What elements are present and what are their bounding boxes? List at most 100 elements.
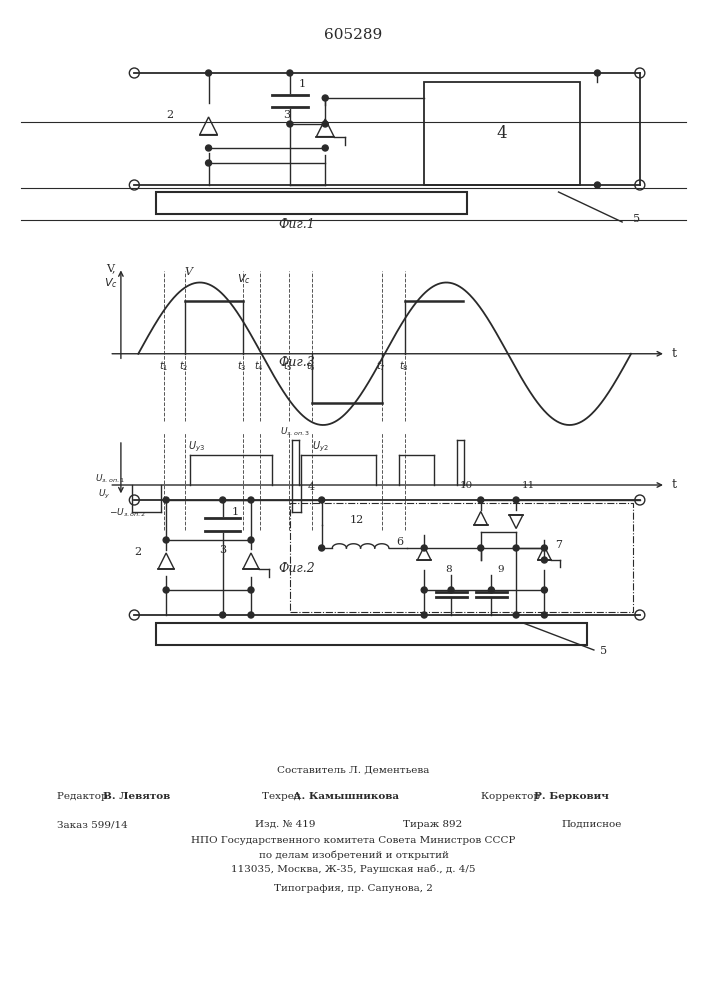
Circle shape	[542, 612, 547, 618]
Bar	[290, 503, 633, 612]
Text: 4: 4	[496, 125, 508, 142]
Text: V,: V,	[106, 263, 116, 273]
Polygon shape	[509, 515, 523, 528]
Text: 10: 10	[460, 481, 473, 490]
Text: $t_6$: $t_6$	[306, 359, 316, 373]
Circle shape	[542, 545, 547, 551]
Circle shape	[513, 612, 519, 618]
Circle shape	[489, 587, 494, 593]
Text: 1: 1	[231, 507, 238, 517]
Text: 3: 3	[219, 545, 226, 555]
Circle shape	[163, 587, 169, 593]
Text: Тираж 892: Тираж 892	[403, 820, 462, 829]
Circle shape	[542, 587, 547, 593]
Text: $V_c$: $V_c$	[237, 272, 250, 286]
Text: $t_1$: $t_1$	[158, 359, 168, 373]
Text: по делам изобретений и открытий: по делам изобретений и открытий	[259, 850, 448, 859]
Circle shape	[421, 545, 427, 551]
Circle shape	[421, 587, 427, 593]
Text: 5: 5	[633, 214, 640, 224]
Text: Подписное: Подписное	[562, 820, 622, 829]
Text: НПО Государственного комитета Совета Министров СССР: НПО Государственного комитета Совета Мин…	[192, 836, 515, 845]
Text: Изд. № 419: Изд. № 419	[255, 820, 315, 829]
Text: 2: 2	[166, 110, 173, 120]
Text: Составитель Л. Дементьева: Составитель Л. Дементьева	[277, 766, 430, 775]
Text: В. Левятов: В. Левятов	[103, 792, 170, 801]
Bar	[424, 82, 580, 185]
Circle shape	[206, 160, 211, 166]
Text: $-U_{з.оп.2}$: $-U_{з.оп.2}$	[110, 507, 146, 519]
Circle shape	[248, 587, 254, 593]
Text: А. Камышникова: А. Камышникова	[293, 792, 399, 801]
Circle shape	[319, 545, 325, 551]
Text: 12: 12	[350, 515, 364, 525]
Text: Фиг.3: Фиг.3	[279, 356, 315, 369]
Circle shape	[206, 145, 211, 151]
Circle shape	[322, 121, 328, 127]
Bar	[156, 623, 587, 645]
Circle shape	[478, 545, 484, 551]
Text: 9: 9	[497, 565, 503, 574]
Polygon shape	[243, 553, 259, 569]
Circle shape	[220, 497, 226, 503]
Polygon shape	[200, 117, 217, 135]
Circle shape	[248, 612, 254, 618]
Text: 4: 4	[308, 482, 315, 492]
Text: $U_{y3}$: $U_{y3}$	[187, 440, 204, 454]
Text: Заказ 599/14: Заказ 599/14	[57, 820, 127, 829]
Circle shape	[322, 145, 328, 151]
Circle shape	[322, 95, 328, 101]
Text: 5: 5	[600, 646, 607, 656]
Text: 2: 2	[134, 547, 141, 557]
Circle shape	[448, 587, 454, 593]
Polygon shape	[158, 553, 174, 569]
Text: t: t	[672, 347, 677, 360]
Text: $U_{з.оп.3}$: $U_{з.оп.3}$	[281, 425, 310, 438]
Circle shape	[163, 537, 169, 543]
Polygon shape	[474, 512, 488, 525]
Text: $t_5$: $t_5$	[284, 359, 293, 373]
Text: 8: 8	[445, 565, 452, 574]
Polygon shape	[537, 546, 551, 560]
Text: Корректор: Корректор	[481, 792, 543, 801]
Text: Фиг.1: Фиг.1	[279, 218, 315, 231]
Text: Техред: Техред	[262, 792, 303, 801]
Circle shape	[513, 545, 519, 551]
Polygon shape	[417, 546, 431, 560]
Text: Р. Беркович: Р. Беркович	[534, 792, 609, 801]
Text: $t_8$: $t_8$	[399, 359, 409, 373]
Circle shape	[478, 497, 484, 503]
Text: 6: 6	[396, 537, 403, 547]
Circle shape	[513, 497, 519, 503]
Text: t: t	[672, 479, 677, 491]
Text: 113035, Москва, Ж-35, Раушская наб., д. 4/5: 113035, Москва, Ж-35, Раушская наб., д. …	[231, 864, 476, 874]
Text: $U_{y2}$: $U_{y2}$	[312, 440, 329, 454]
Text: 11: 11	[522, 481, 535, 490]
Bar	[156, 192, 467, 214]
Text: Редактор: Редактор	[57, 792, 110, 801]
Text: $t_2$: $t_2$	[179, 359, 188, 373]
Text: $U_{з.оп.1}$: $U_{з.оп.1}$	[95, 472, 124, 485]
Text: $t_7$: $t_7$	[376, 359, 385, 373]
Circle shape	[248, 497, 254, 503]
Text: $t_4$: $t_4$	[255, 359, 264, 373]
Text: 7: 7	[555, 540, 562, 550]
Circle shape	[206, 70, 211, 76]
Polygon shape	[317, 119, 334, 137]
Circle shape	[319, 497, 325, 503]
Circle shape	[595, 182, 600, 188]
Text: Типография, пр. Сапунова, 2: Типография, пр. Сапунова, 2	[274, 884, 433, 893]
Circle shape	[287, 70, 293, 76]
Text: Фиг.2: Фиг.2	[279, 562, 315, 575]
Text: V: V	[185, 267, 193, 277]
Circle shape	[542, 557, 547, 563]
Circle shape	[163, 497, 169, 503]
Text: 3: 3	[283, 110, 290, 120]
Circle shape	[421, 612, 427, 618]
Circle shape	[287, 121, 293, 127]
Circle shape	[248, 537, 254, 543]
Circle shape	[220, 612, 226, 618]
Text: 605289: 605289	[325, 28, 382, 42]
Text: $V_c$: $V_c$	[103, 276, 117, 290]
Circle shape	[595, 70, 600, 76]
